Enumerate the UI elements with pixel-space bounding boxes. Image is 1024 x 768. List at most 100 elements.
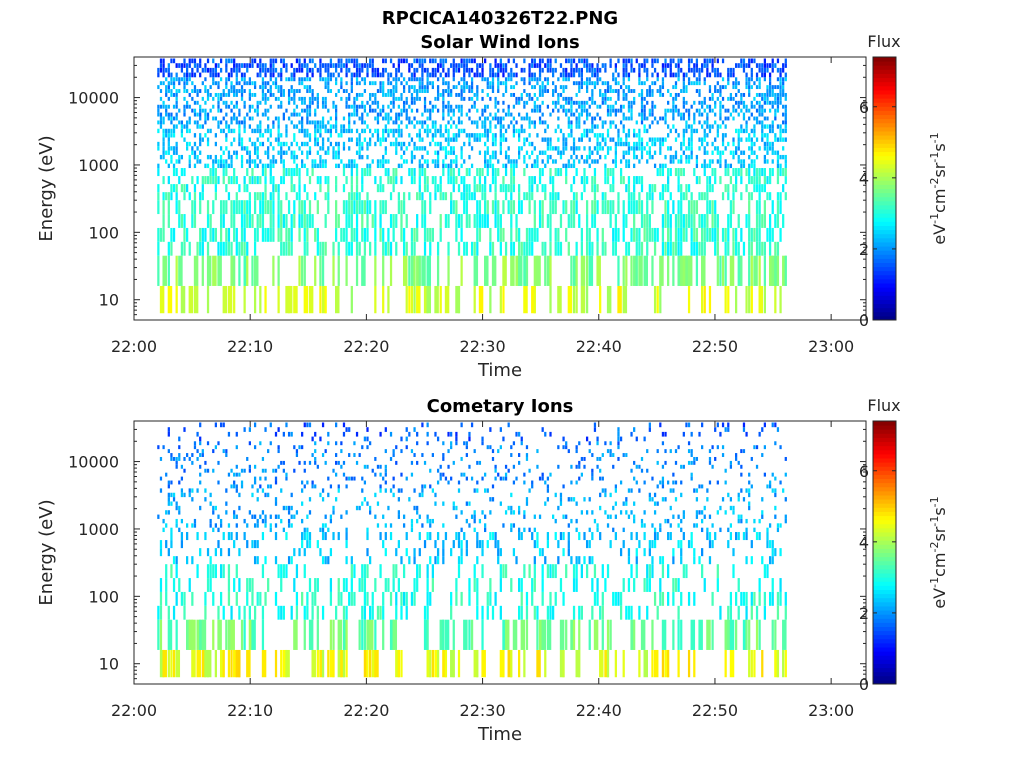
spectrogram-cell — [776, 605, 780, 620]
spectrogram-cell — [301, 141, 304, 147]
spectrogram-cell — [193, 523, 197, 528]
spectrogram-cell — [206, 649, 212, 678]
spectrogram-cell — [546, 77, 550, 82]
spectrogram-cell — [201, 67, 204, 73]
spectrogram-cell — [706, 184, 709, 193]
spectrogram-cell — [520, 146, 523, 151]
spectrogram-cell — [277, 605, 280, 620]
colorbar-swatch — [873, 114, 896, 120]
spectrogram-cell — [693, 63, 696, 68]
spectrogram-cell — [447, 137, 450, 142]
spectrogram-cell — [225, 200, 228, 215]
spectrogram-cell — [504, 184, 508, 193]
spectrogram-cell — [410, 77, 414, 82]
y-tick-label: 100 — [88, 223, 119, 242]
spectrogram-cell — [450, 92, 453, 97]
spectrogram-cell — [217, 96, 220, 101]
spectrogram-cell — [450, 548, 453, 557]
spectrogram-cell — [606, 108, 610, 113]
spectrogram-cell — [212, 96, 215, 101]
spectrogram-cell — [468, 184, 471, 193]
spectrogram-cell — [481, 605, 484, 620]
spectrogram-cell — [204, 100, 207, 105]
spectrogram-cell — [219, 591, 223, 606]
spectrogram-cell — [674, 92, 678, 97]
spectrogram-cell — [293, 67, 296, 73]
spectrogram-cell — [588, 146, 591, 151]
spectrogram-cell — [504, 63, 508, 68]
spectrogram-cell — [450, 591, 453, 606]
spectrogram-cell — [562, 548, 565, 557]
spectrogram-cell — [416, 518, 419, 524]
spectrogram-cell — [721, 120, 725, 125]
spectrogram-cell — [324, 63, 327, 68]
spectrogram-cell — [335, 63, 338, 68]
spectrogram-cell — [690, 104, 693, 109]
spectrogram-cell — [677, 200, 680, 215]
spectrogram-cell — [653, 150, 657, 155]
spectrogram-cell — [640, 176, 644, 185]
spectrogram-cell — [170, 128, 173, 134]
spectrogram-cell — [703, 241, 706, 256]
spectrogram-cell — [366, 591, 369, 606]
spectrogram-cell — [465, 67, 468, 73]
y-tick-label: 10 — [99, 291, 119, 310]
spectrogram-cell — [227, 227, 231, 242]
spectrogram-cell — [429, 532, 432, 541]
spectrogram-cell — [575, 200, 578, 215]
spectrogram-cell — [421, 137, 424, 142]
spectrogram-cell — [227, 619, 233, 650]
spectrogram-cell — [646, 214, 649, 228]
spectrogram-cell — [653, 137, 657, 142]
spectrogram-cell — [361, 214, 364, 228]
spectrogram-cell — [504, 89, 508, 93]
spectrogram-cell — [714, 200, 717, 215]
spectrogram-cell — [319, 548, 322, 557]
spectrogram-cell — [768, 591, 772, 606]
spectrogram-cell — [157, 128, 160, 134]
spectrogram-cell — [277, 285, 280, 314]
spectrogram-cell — [510, 184, 513, 193]
spectrogram-cell — [170, 564, 173, 579]
spectrogram-cell — [306, 104, 309, 109]
spectrogram-cell — [429, 128, 432, 134]
spectrogram-cell — [549, 605, 552, 620]
spectrogram-cell — [355, 150, 359, 155]
spectrogram-cell — [306, 67, 309, 73]
spectrogram-cell — [596, 527, 599, 533]
spectrogram-cell — [525, 150, 529, 155]
colorbar-swatch — [873, 200, 896, 206]
spectrogram-cell — [188, 578, 191, 592]
spectrogram-cell — [740, 63, 743, 68]
spectrogram-cell — [219, 92, 223, 97]
spectrogram-cell — [552, 605, 555, 620]
spectrogram-cell — [442, 192, 445, 201]
spectrogram-cell — [742, 619, 748, 650]
spectrogram-cell — [227, 92, 231, 97]
spectrogram-cell — [429, 200, 432, 215]
spectrogram-cell — [180, 128, 184, 134]
spectrogram-cell — [180, 154, 184, 160]
spectrogram-cell — [204, 116, 207, 121]
spectrogram-cell — [614, 163, 617, 169]
spectrogram-cell — [248, 63, 251, 68]
spectrogram-cell — [478, 168, 482, 177]
spectrogram-cell — [640, 63, 644, 68]
spectrogram-cell — [358, 92, 361, 97]
spectrogram-cell — [763, 141, 766, 147]
spectrogram-cell — [434, 104, 437, 109]
spectrogram-cell — [157, 85, 160, 90]
spectrogram-cell — [565, 108, 568, 113]
spectrogram-cell — [484, 527, 487, 533]
spectrogram-cell — [400, 120, 403, 125]
spectrogram-cell — [303, 133, 306, 138]
spectrogram-cell — [392, 128, 395, 134]
spectrogram-cell — [324, 150, 327, 155]
colorbar-swatch — [873, 85, 896, 91]
spectrogram-cell — [369, 96, 372, 101]
spectrogram-cell — [332, 146, 335, 151]
spectrogram-cell — [719, 159, 722, 164]
spectrogram-cell — [518, 578, 521, 592]
spectrogram-cell — [455, 227, 458, 242]
spectrogram-cell — [335, 81, 338, 86]
